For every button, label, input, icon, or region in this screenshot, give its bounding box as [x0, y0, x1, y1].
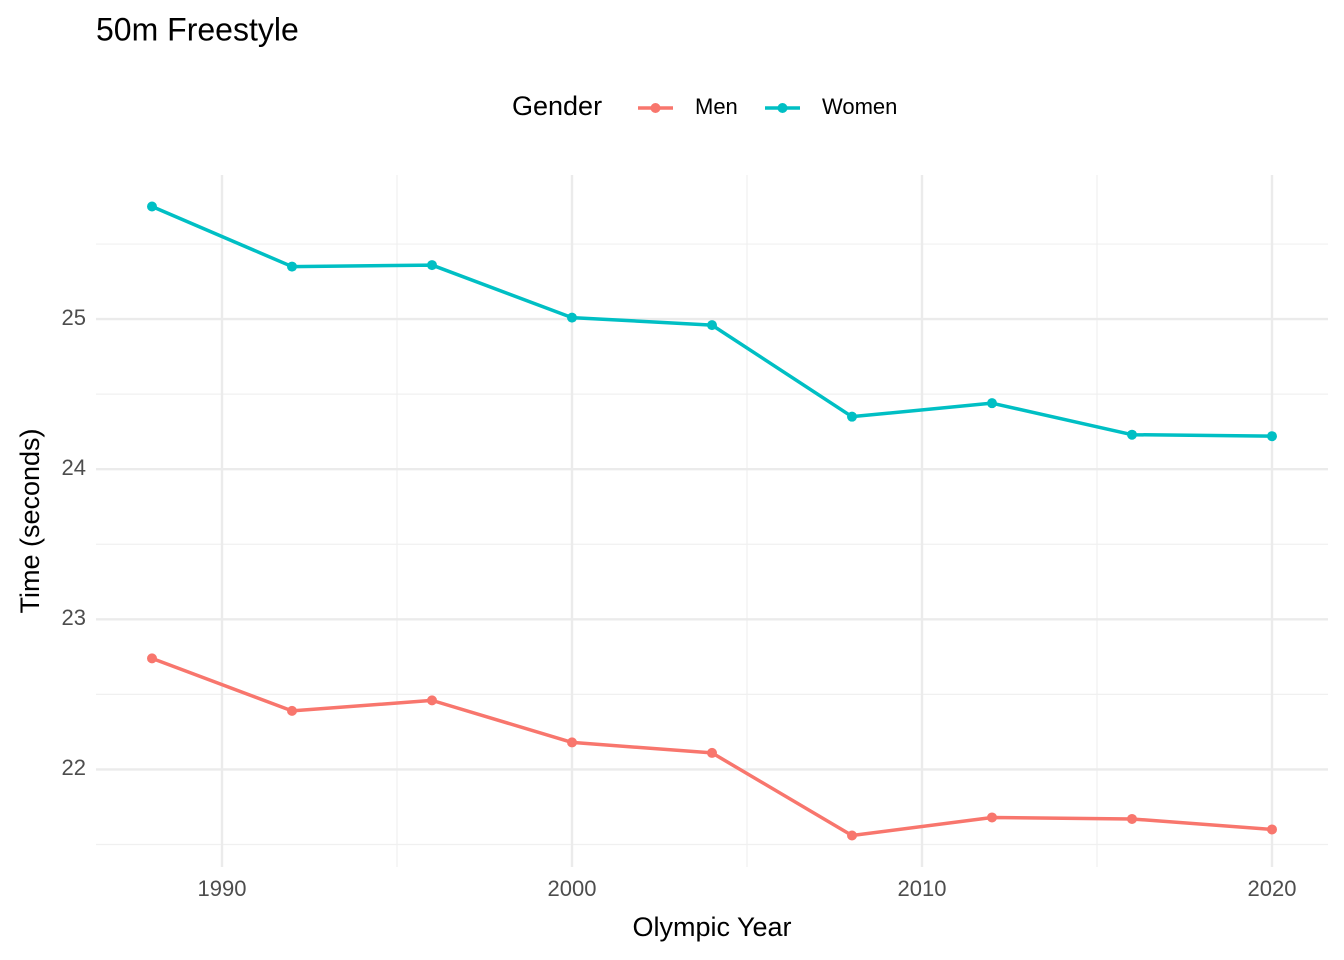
legend-swatch-point	[777, 103, 788, 113]
legend-swatch-point	[650, 103, 661, 113]
point	[147, 653, 157, 664]
point	[427, 695, 437, 706]
point	[287, 261, 297, 272]
point	[1127, 429, 1137, 440]
point	[987, 812, 997, 823]
point	[1127, 813, 1137, 824]
x-axis-title: Olympic Year	[632, 912, 791, 942]
x-tick-label: 2000	[548, 876, 597, 901]
point	[1267, 824, 1277, 835]
line	[151, 656, 1273, 838]
point	[427, 260, 437, 271]
point	[847, 411, 857, 422]
y-tick-label: 25	[62, 305, 86, 330]
legend-label: Women	[822, 94, 897, 119]
x-tick-label: 2020	[1248, 876, 1297, 901]
point	[567, 312, 577, 323]
point	[707, 320, 717, 331]
y-tick-label: 23	[62, 605, 86, 630]
x-tick-label: 2010	[898, 876, 947, 901]
point	[567, 737, 577, 748]
y-tick-label: 24	[62, 455, 86, 480]
point	[147, 201, 157, 212]
legend-title: Gender	[512, 91, 602, 121]
point	[847, 830, 857, 841]
point	[707, 747, 717, 758]
point	[987, 398, 997, 409]
legend-label: Men	[695, 94, 738, 119]
point	[1267, 431, 1277, 442]
y-axis-title: Time (seconds)	[15, 428, 45, 613]
y-tick-label: 22	[62, 755, 86, 780]
chart-title: 50m Freestyle	[96, 11, 299, 47]
x-tick-label: 1990	[198, 876, 247, 901]
point	[287, 705, 297, 716]
